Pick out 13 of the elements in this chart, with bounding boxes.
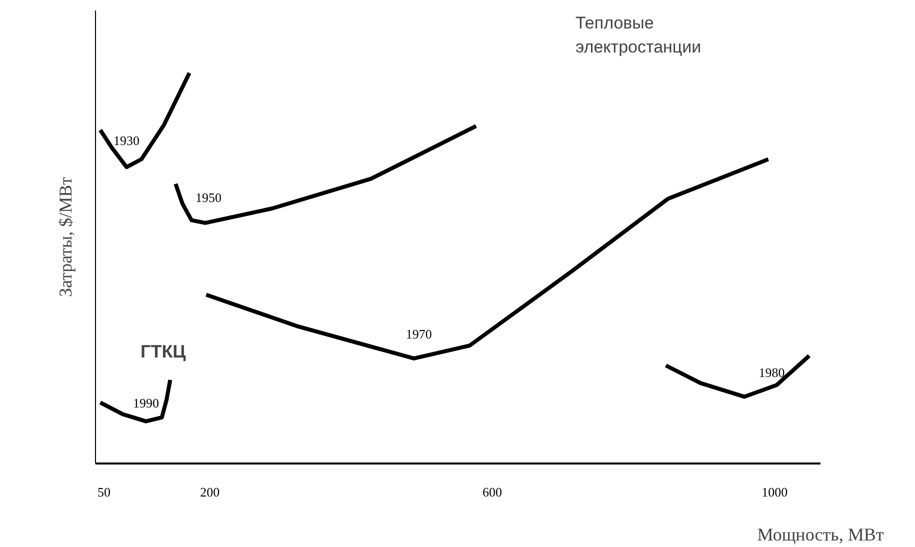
x-tick-label: 1000 <box>762 484 788 500</box>
series-label: 1970 <box>406 326 432 342</box>
y-axis-title: Затраты, $/МВт <box>56 176 76 297</box>
x-tick-label: 600 <box>482 484 502 500</box>
x-tick-label: 50 <box>97 484 110 500</box>
series-label: 1990 <box>132 395 159 410</box>
series-label: 1980 <box>758 365 785 380</box>
text: Тепловые электростанции <box>576 14 702 56</box>
series-label: 1950 <box>196 190 222 206</box>
x-axis-title: Мощность, МВт <box>757 524 884 544</box>
x-tick-label: 200 <box>200 484 220 500</box>
annotation: ГТКЦ <box>140 342 187 362</box>
series-label: 1930 <box>114 133 140 148</box>
